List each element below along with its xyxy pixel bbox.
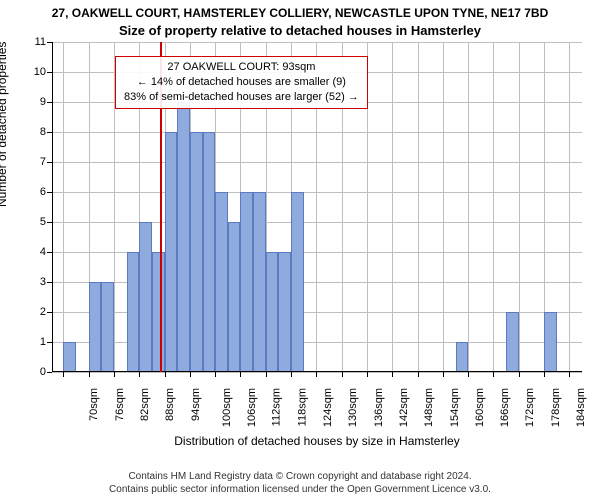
x-tick-label: 172sqm xyxy=(525,388,537,427)
histogram-bar xyxy=(165,132,178,372)
histogram-bar xyxy=(456,342,469,372)
histogram-bar xyxy=(190,132,203,372)
histogram-bar xyxy=(240,192,253,372)
y-tick-label: 1 xyxy=(6,336,46,348)
x-tick-label: 76sqm xyxy=(114,388,126,421)
x-tick-label: 112sqm xyxy=(271,388,283,426)
chart-supertitle: 27, OAKWELL COURT, HAMSTERLEY COLLIERY, … xyxy=(0,6,600,22)
x-tick-label: 88sqm xyxy=(164,388,176,421)
x-tick-label: 142sqm xyxy=(398,388,410,427)
histogram-bar xyxy=(63,342,76,372)
x-tick-label: 130sqm xyxy=(348,388,360,427)
y-tick-label: 4 xyxy=(6,246,46,258)
x-tick-label: 100sqm xyxy=(221,388,233,427)
histogram-bar xyxy=(253,192,266,372)
x-tick-label: 148sqm xyxy=(423,388,435,427)
histogram-bar xyxy=(203,132,216,372)
histogram-bar xyxy=(278,252,291,372)
gridline-v xyxy=(468,42,469,372)
chart-title: Size of property relative to detached ho… xyxy=(0,23,600,40)
histogram-bar xyxy=(101,282,114,372)
y-tick-label: 5 xyxy=(6,216,46,228)
y-tick-label: 2 xyxy=(6,306,46,318)
y-tick-label: 7 xyxy=(6,156,46,168)
gridline-v xyxy=(392,42,393,372)
x-tick-label: 178sqm xyxy=(550,388,562,427)
footer-line-2: Contains public sector information licen… xyxy=(0,484,600,497)
chart-container: 27, OAKWELL COURT, HAMSTERLEY COLLIERY, … xyxy=(0,0,600,500)
chart-footer: Contains HM Land Registry data © Crown c… xyxy=(0,471,600,496)
y-tick-label: 3 xyxy=(6,276,46,288)
histogram-bar xyxy=(177,102,190,372)
histogram-bar xyxy=(127,252,140,372)
x-tick-label: 166sqm xyxy=(499,388,511,427)
gridline-v xyxy=(493,42,494,372)
x-tick-label: 184sqm xyxy=(575,388,587,427)
footer-line-1: Contains HM Land Registry data © Crown c… xyxy=(0,471,600,484)
histogram-bar xyxy=(139,222,152,372)
histogram-bar xyxy=(291,192,304,372)
gridline-v xyxy=(418,42,419,372)
x-tick-label: 82sqm xyxy=(139,388,151,421)
histogram-bar xyxy=(228,222,241,372)
x-tick-label: 118sqm xyxy=(296,388,308,426)
gridline-v xyxy=(519,42,520,372)
gridline-v xyxy=(63,42,64,372)
plot-area: 0123456789101170sqm76sqm82sqm88sqm94sqm1… xyxy=(52,42,582,372)
y-tick-label: 6 xyxy=(6,186,46,198)
histogram-bar xyxy=(266,252,279,372)
x-axis-label: Distribution of detached houses by size … xyxy=(52,434,582,448)
x-tick-label: 70sqm xyxy=(88,388,100,421)
info-callout: 27 OAKWELL COURT: 93sqm← 14% of detached… xyxy=(115,56,368,109)
y-tick-label: 0 xyxy=(6,366,46,378)
x-tick-label: 154sqm xyxy=(449,388,461,427)
histogram-bar xyxy=(215,192,228,372)
x-tick-label: 106sqm xyxy=(246,388,258,427)
info-line-2: ← 14% of detached houses are smaller (9) xyxy=(124,75,359,90)
y-tick-label: 9 xyxy=(6,96,46,108)
x-tick-label: 124sqm xyxy=(322,388,334,427)
histogram-bar xyxy=(506,312,519,372)
histogram-bar xyxy=(89,282,102,372)
histogram-bar xyxy=(544,312,557,372)
info-line-3: 83% of semi-detached houses are larger (… xyxy=(124,90,359,105)
info-line-1: 27 OAKWELL COURT: 93sqm xyxy=(124,60,359,75)
histogram-bar xyxy=(152,252,165,372)
x-tick-label: 136sqm xyxy=(373,388,385,427)
gridline-v xyxy=(569,42,570,372)
gridline-v xyxy=(443,42,444,372)
x-tick-label: 94sqm xyxy=(190,388,202,421)
y-tick-label: 8 xyxy=(6,126,46,138)
y-tick-label: 10 xyxy=(6,66,46,78)
y-tick-label: 11 xyxy=(6,36,46,48)
x-tick-label: 160sqm xyxy=(474,388,486,427)
